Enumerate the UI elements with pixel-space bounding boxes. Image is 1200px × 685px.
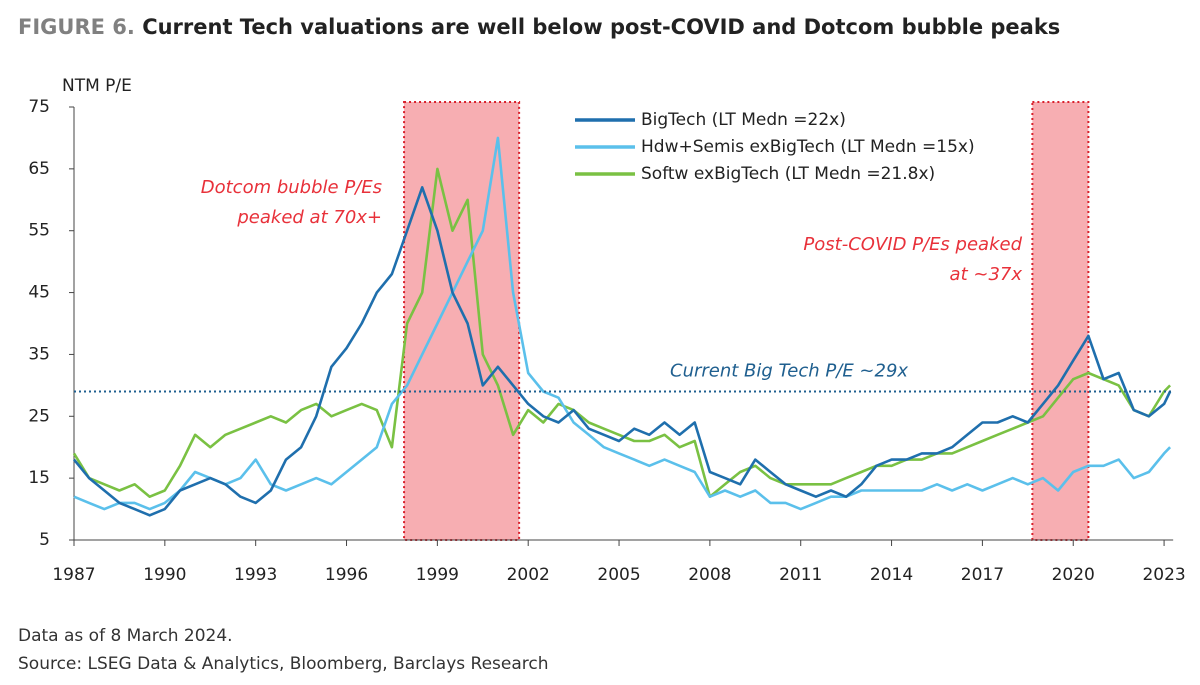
shaded-region (1031, 101, 1090, 541)
x-tick-label: 1996 (325, 565, 368, 585)
reference-label: Current Big Tech P/E ~29x (670, 361, 908, 382)
y-tick-label: 25 (28, 406, 50, 426)
y-axis-label: NTM P/E (62, 76, 132, 96)
figure-label: FIGURE 6. (18, 15, 135, 39)
x-tick-label: 2017 (961, 565, 1004, 585)
y-tick-label: 35 (28, 344, 50, 364)
title-text: Current Tech valuations are well below p… (142, 15, 1060, 39)
x-tick-label: 2002 (507, 565, 550, 585)
x-tick-label: 1993 (234, 565, 277, 585)
footnote: Source: LSEG Data & Analytics, Bloomberg… (18, 654, 549, 674)
y-tick-label: 15 (28, 468, 50, 488)
x-tick-label: 1990 (143, 565, 186, 585)
footnote: Data as of 8 March 2024. (18, 626, 233, 646)
annotation: peaked at 70x+ (236, 207, 382, 228)
y-tick-label: 75 (28, 97, 50, 117)
x-tick-label: 2008 (688, 565, 731, 585)
series-line (73, 136, 1172, 511)
x-tick-label: 2020 (1052, 565, 1095, 585)
legend-label: Softw exBigTech (LT Medn =21.8x) (641, 164, 935, 184)
chart-title: FIGURE 6. Current Tech valuations are we… (18, 15, 1060, 39)
x-tick-label: 2005 (597, 565, 640, 585)
x-tick-label: 1987 (52, 565, 95, 585)
x-tick-label: 1999 (416, 565, 459, 585)
x-tick-label: 2011 (779, 565, 822, 585)
annotation: at ~37x (950, 264, 1023, 285)
legend-label: Hdw+Semis exBigTech (LT Medn =15x) (641, 137, 975, 157)
x-tick-label: 2023 (1142, 565, 1185, 585)
y-tick-label: 45 (28, 283, 50, 303)
y-tick-label: 65 (28, 159, 50, 179)
y-tick-label: 5 (39, 530, 50, 550)
series-line (72, 167, 1172, 498)
annotation: Post-COVID P/Es peaked (803, 234, 1022, 255)
x-tick-label: 2014 (870, 565, 913, 585)
annotation: Dotcom bubble P/Es (201, 177, 382, 198)
y-tick-label: 55 (28, 221, 50, 241)
series-line (72, 186, 1172, 517)
legend-label: BigTech (LT Medn =22x) (641, 110, 846, 130)
